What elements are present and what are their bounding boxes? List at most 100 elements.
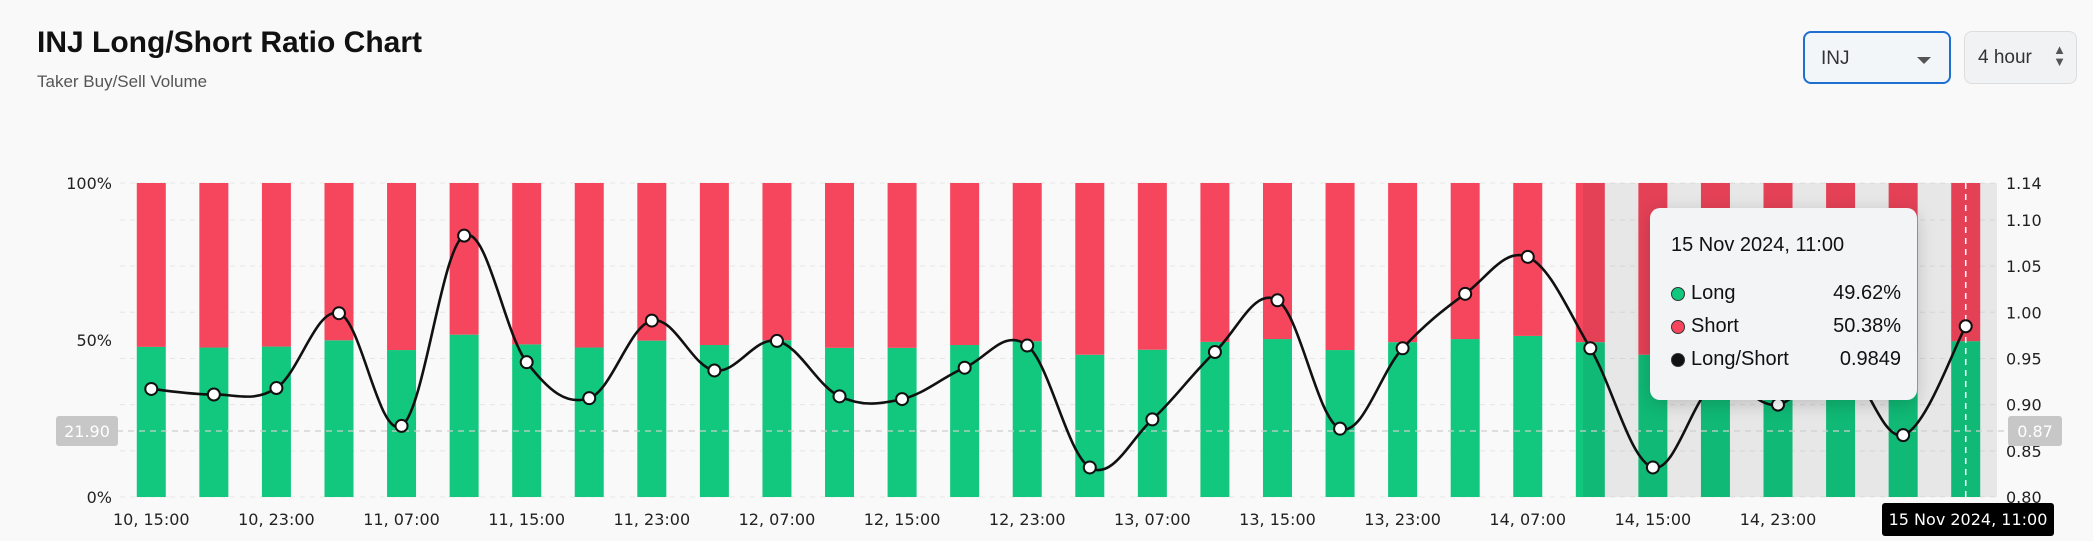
ratio-line: [151, 233, 1967, 472]
ratio-point: [1458, 286, 1473, 301]
bar-long: [1012, 341, 1042, 497]
ratio-point: [394, 418, 409, 433]
tooltip-value: 50.38%: [1833, 315, 1901, 337]
ratio-dot-icon: [1671, 353, 1685, 367]
bar-long: [261, 346, 291, 497]
crosshair-right-label: 0.87: [2017, 422, 2053, 441]
ratio-point: [582, 391, 597, 406]
tooltip-row-long: Long 49.62%: [1671, 282, 1901, 308]
bar-short: [1325, 183, 1355, 351]
bar-short: [699, 183, 729, 346]
ratio-point: [1020, 338, 1035, 353]
bar-short: [1262, 183, 1292, 340]
bar-short: [825, 183, 855, 348]
x-tick-label: 12, 23:00: [989, 510, 1066, 529]
y-left-tick-label: 50%: [76, 331, 112, 350]
x-tick-label: 14, 15:00: [1615, 510, 1692, 529]
bar-short: [199, 183, 229, 348]
ratio-point: [1395, 341, 1410, 356]
bar-long: [1262, 339, 1292, 497]
bar-long: [1388, 342, 1418, 497]
up-down-arrows-icon: ▲ ▼: [2053, 42, 2066, 69]
ratio-point: [707, 363, 722, 378]
ratio-point: [1333, 421, 1348, 436]
interval-select-value: 4 hour: [1978, 47, 2032, 68]
ratio-point: [206, 387, 221, 402]
x-tick-label: 13, 15:00: [1239, 510, 1316, 529]
bar-long: [449, 334, 479, 497]
tooltip-label: Long/Short: [1691, 348, 1789, 370]
ratio-point: [1207, 345, 1222, 360]
y-right-tick-label: 1.14: [2006, 174, 2042, 193]
chevron-down-icon: [1917, 57, 1931, 64]
ratio-point: [644, 313, 659, 328]
bar-short: [449, 183, 479, 335]
ratio-point: [1520, 249, 1535, 264]
x-tick-label: 13, 07:00: [1114, 510, 1191, 529]
bar-long: [512, 344, 542, 497]
interval-select[interactable]: 4 hour ▲ ▼: [1964, 31, 2077, 84]
bar-long: [637, 340, 667, 497]
bar-short: [1450, 183, 1480, 340]
crosshair-left-label: 21.90: [64, 422, 110, 441]
ratio-point: [1145, 412, 1160, 427]
bar-short: [1200, 183, 1230, 342]
x-tick-label: 14, 23:00: [1740, 510, 1817, 529]
y-right-tick-label: 1.00: [2006, 303, 2042, 322]
ratio-point: [769, 333, 784, 348]
ratio-point: [269, 381, 284, 396]
bar-short: [261, 183, 291, 347]
bar-long: [1450, 339, 1480, 497]
bar-long: [324, 340, 354, 497]
bar-short: [1012, 183, 1042, 342]
x-tick-label: 11, 07:00: [363, 510, 440, 529]
crosshair-x-badge: [1882, 503, 2054, 536]
x-tick-label: 10, 23:00: [238, 510, 315, 529]
x-tick-label: 14, 07:00: [1489, 510, 1566, 529]
ratio-point: [1958, 319, 1973, 334]
bar-long: [762, 340, 792, 497]
ratio-point: [1645, 460, 1660, 475]
ratio-point: [519, 355, 534, 370]
bar-long: [825, 347, 855, 497]
bar-long: [199, 347, 229, 497]
tooltip-value: 0.9849: [1839, 348, 1901, 370]
symbol-select[interactable]: INJ: [1803, 31, 1951, 84]
ratio-point: [1771, 397, 1786, 412]
ratio-point: [895, 392, 910, 407]
bar-short: [1137, 183, 1167, 350]
bar-short: [950, 183, 980, 346]
bar-long: [574, 347, 604, 497]
bar-short: [574, 183, 604, 348]
y-right-tick-label: 1.05: [2006, 257, 2042, 276]
y-left-tick-label: 100%: [66, 174, 112, 193]
chart-tooltip: 15 Nov 2024, 11:00 Long 49.62% Short 50.…: [1650, 208, 1917, 400]
ratio-point: [331, 306, 346, 321]
bar-long: [1200, 341, 1230, 497]
x-tick-label: 13, 23:00: [1364, 510, 1441, 529]
bar-long: [1075, 354, 1105, 497]
long-dot-icon: [1671, 287, 1685, 301]
ratio-point: [1896, 428, 1911, 443]
tooltip-row-short: Short 50.38%: [1671, 315, 1901, 341]
y-right-tick-label: 0.95: [2006, 349, 2042, 368]
x-tick-label: 11, 23:00: [613, 510, 690, 529]
tooltip-title: 15 Nov 2024, 11:00: [1671, 234, 1845, 256]
page-title: INJ Long/Short Ratio Chart: [37, 26, 422, 59]
bar-short: [1388, 183, 1418, 343]
page-subtitle: Taker Buy/Sell Volume: [37, 72, 208, 91]
y-right-tick-label: 0.80: [2006, 488, 2042, 507]
ratio-point: [1082, 460, 1097, 475]
y-right-tick-label: 0.85: [2006, 442, 2042, 461]
tooltip-label: Short: [1691, 315, 1739, 337]
bar-short: [387, 183, 417, 351]
x-tick-label: 11, 15:00: [488, 510, 565, 529]
x-tick-label: 12, 07:00: [739, 510, 816, 529]
ratio-point: [457, 228, 472, 243]
x-tick-label: 10, 15:00: [113, 510, 190, 529]
bar-short: [1075, 183, 1105, 355]
y-right-tick-label: 0.90: [2006, 396, 2042, 415]
bar-short: [136, 183, 166, 347]
tooltip-row-ratio: Long/Short 0.9849: [1671, 348, 1901, 374]
bar-short: [887, 183, 917, 348]
